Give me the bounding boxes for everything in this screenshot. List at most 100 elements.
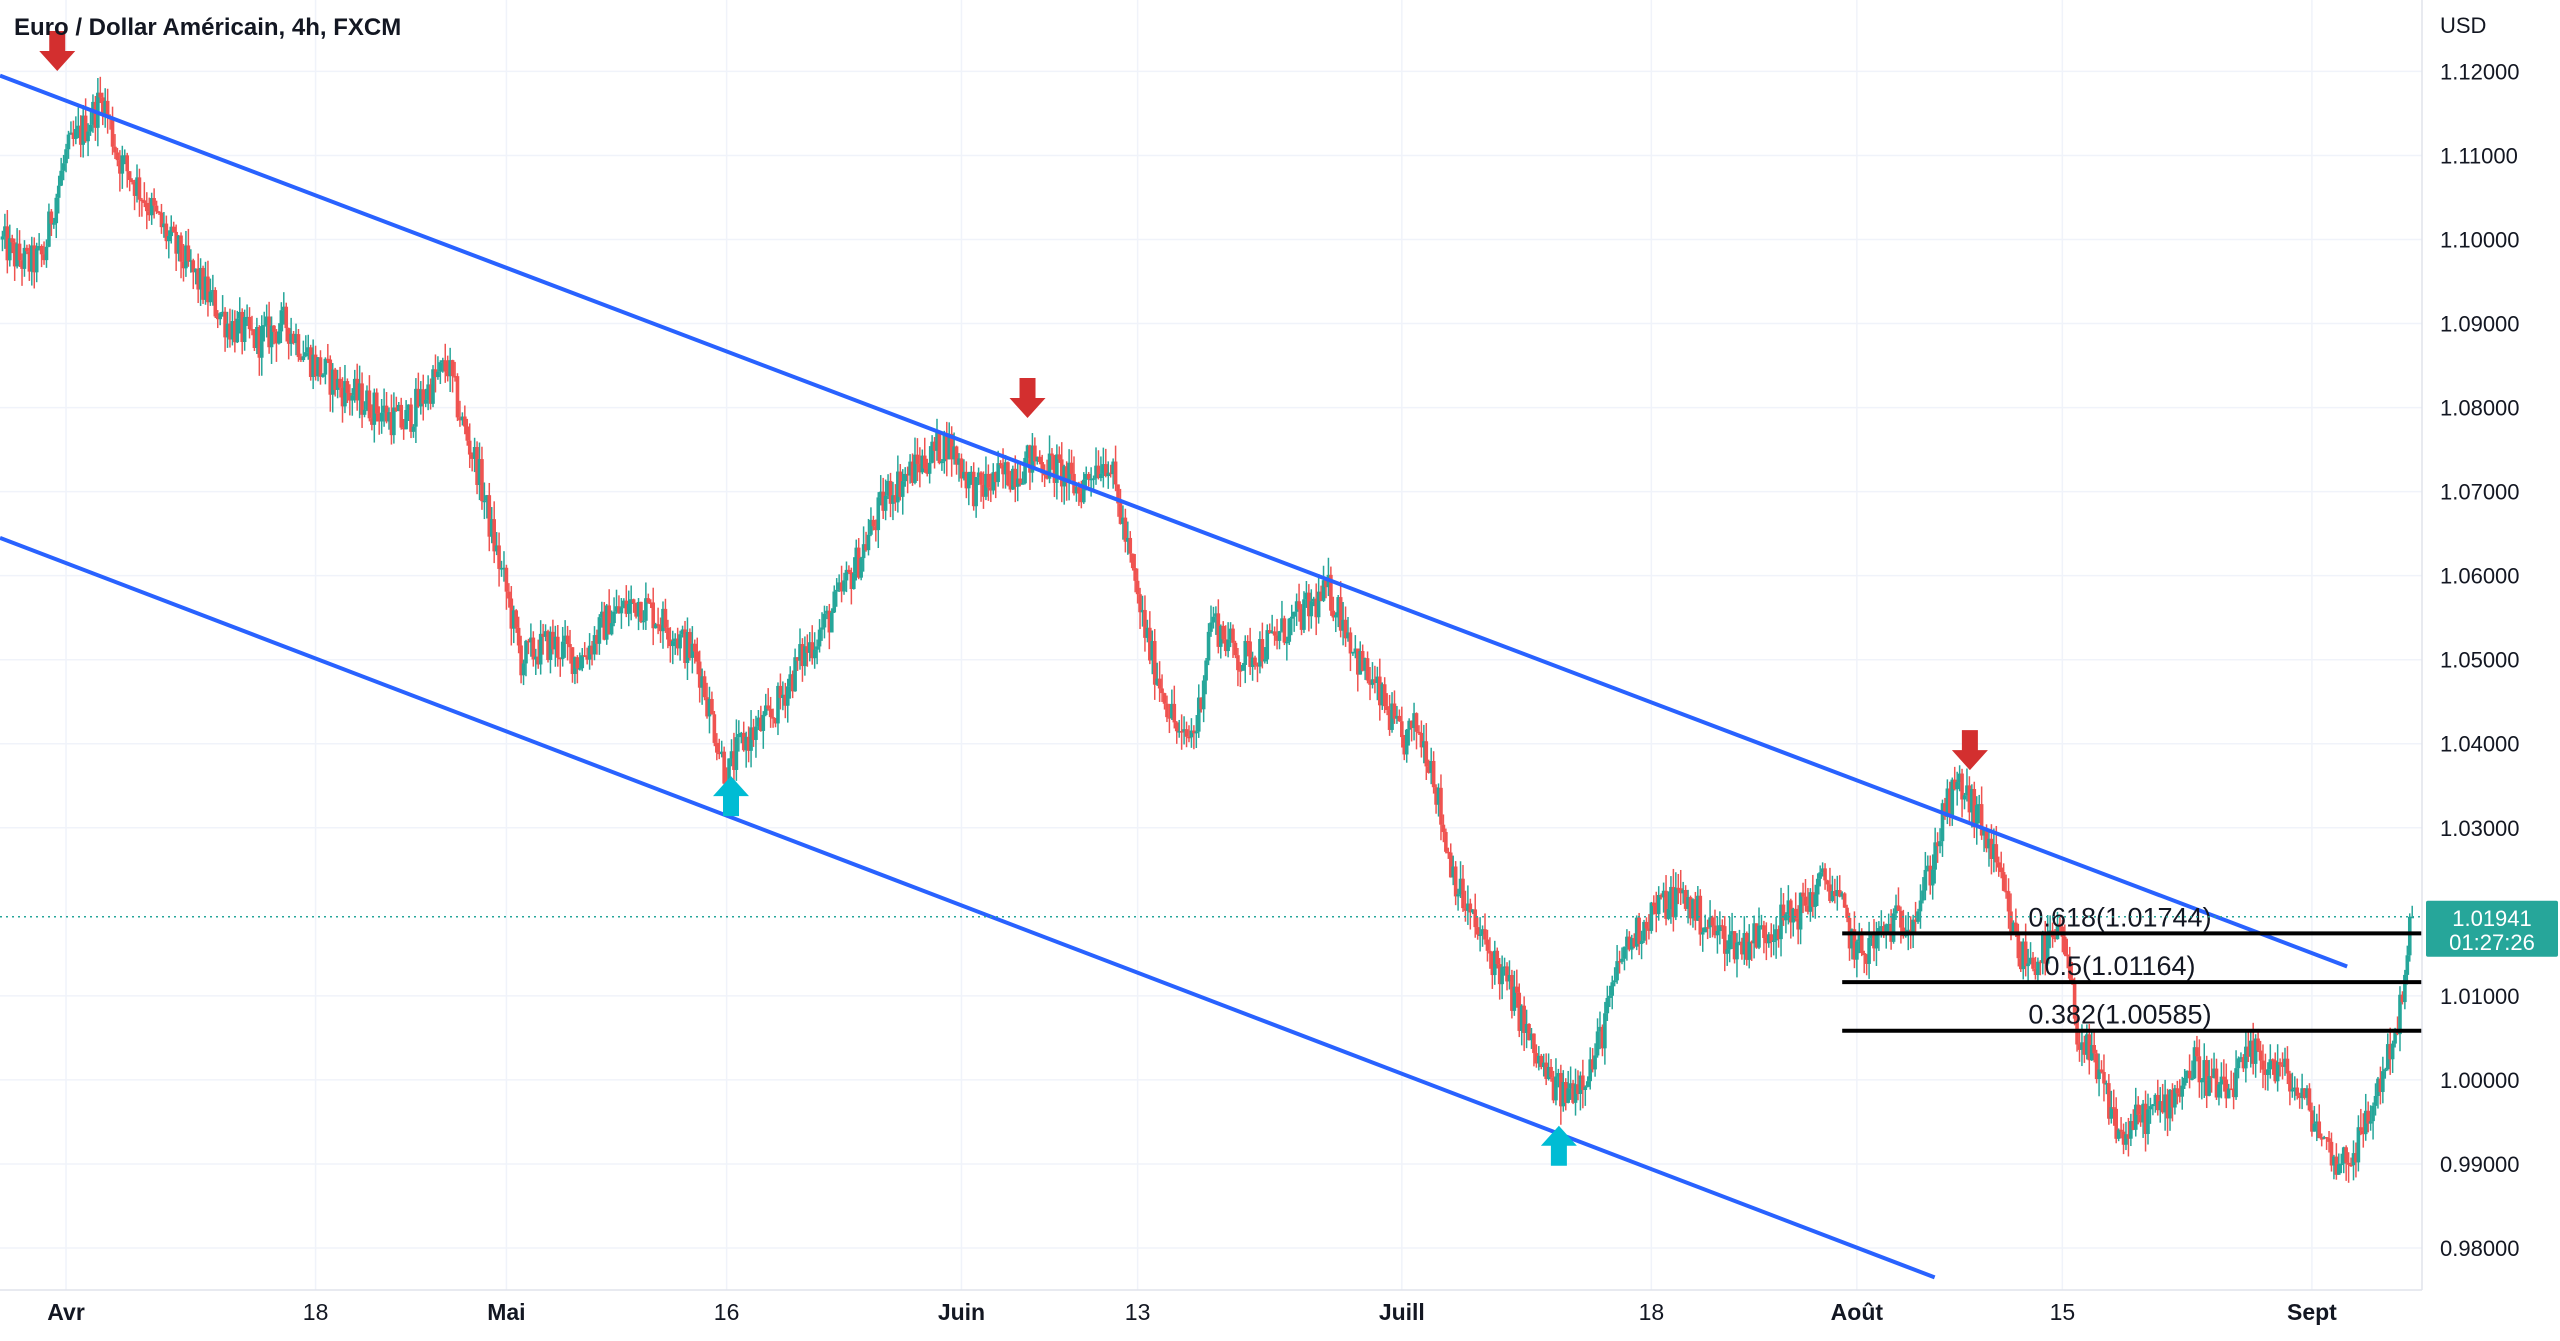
candle-body bbox=[991, 472, 996, 491]
candle-body bbox=[570, 647, 575, 674]
candle bbox=[1913, 901, 1918, 935]
candle bbox=[467, 423, 472, 468]
candle-body bbox=[1081, 479, 1086, 503]
candle-body bbox=[922, 455, 927, 469]
candle bbox=[2153, 1093, 2158, 1113]
candle bbox=[1426, 759, 1431, 774]
candle bbox=[1732, 931, 1737, 964]
candle bbox=[1752, 915, 1756, 959]
candle bbox=[1502, 957, 1507, 976]
candle-body bbox=[352, 378, 357, 396]
candle bbox=[531, 631, 536, 667]
candle-body bbox=[685, 632, 690, 663]
candle-body bbox=[1605, 997, 1610, 1014]
candle-body bbox=[1118, 503, 1123, 524]
candle bbox=[2346, 1152, 2351, 1183]
candle bbox=[1167, 703, 1172, 734]
candle-body bbox=[2337, 1164, 2341, 1175]
candle bbox=[1649, 901, 1654, 934]
candle-body bbox=[1950, 779, 1955, 817]
candle bbox=[267, 301, 271, 354]
candle bbox=[798, 628, 802, 670]
candle-body bbox=[1055, 454, 1059, 483]
candle bbox=[438, 360, 443, 385]
candle-body bbox=[1911, 919, 1915, 934]
candle-body bbox=[1781, 904, 1786, 921]
candle bbox=[1830, 875, 1835, 903]
candle-body bbox=[1566, 1088, 1570, 1103]
candle-body bbox=[333, 369, 337, 390]
candle bbox=[1835, 875, 1840, 911]
candle bbox=[810, 625, 815, 665]
candle-body bbox=[1835, 890, 1840, 897]
candle-body bbox=[881, 491, 885, 511]
candle bbox=[595, 629, 599, 655]
candle bbox=[2077, 1029, 2082, 1062]
candle-body bbox=[203, 276, 208, 300]
candle bbox=[658, 617, 663, 643]
candle-body bbox=[2359, 1127, 2363, 1131]
candle-body bbox=[1047, 453, 1052, 479]
candle bbox=[959, 453, 964, 488]
candle bbox=[1808, 888, 1813, 922]
candle-body bbox=[1872, 935, 1876, 949]
candle bbox=[1764, 922, 1769, 961]
candle-body bbox=[2266, 1069, 2270, 1075]
candle bbox=[1123, 508, 1128, 553]
candle-body bbox=[785, 686, 790, 706]
candle-body bbox=[1666, 909, 1671, 919]
candle-body bbox=[727, 758, 731, 794]
candle bbox=[1152, 629, 1157, 700]
candle bbox=[551, 619, 555, 655]
candle bbox=[2036, 957, 2040, 981]
candle bbox=[1554, 1058, 1558, 1106]
candle bbox=[2363, 1093, 2368, 1141]
candle-body bbox=[122, 155, 127, 157]
candle-body bbox=[766, 705, 770, 709]
candle bbox=[12, 238, 17, 281]
candle bbox=[377, 406, 382, 435]
candle bbox=[1730, 912, 1734, 950]
candle-body bbox=[925, 468, 930, 474]
candle bbox=[176, 234, 181, 262]
candle bbox=[683, 620, 687, 669]
candle-body bbox=[1353, 648, 1358, 652]
candle-body bbox=[392, 407, 396, 436]
price-tick-label: 1.01000 bbox=[2440, 984, 2520, 1009]
candle-body bbox=[1578, 1075, 1583, 1094]
candle-body bbox=[235, 318, 240, 343]
candle-body bbox=[472, 447, 477, 459]
candle bbox=[989, 473, 993, 503]
candle bbox=[2033, 956, 2038, 980]
candle-body bbox=[1771, 940, 1776, 942]
candle bbox=[1035, 456, 1040, 465]
candle bbox=[98, 76, 103, 104]
candle bbox=[69, 121, 73, 135]
candle bbox=[1263, 647, 1267, 664]
candle-body bbox=[2001, 872, 2006, 891]
candle bbox=[1184, 721, 1189, 748]
candle-body bbox=[1869, 935, 1874, 939]
candle-body bbox=[1148, 627, 1152, 661]
candle-body bbox=[739, 732, 744, 735]
candle bbox=[981, 471, 986, 509]
candle bbox=[1740, 937, 1744, 960]
candle-body bbox=[2351, 1153, 2356, 1166]
candle-body bbox=[959, 458, 964, 479]
candle-body bbox=[1916, 911, 1920, 922]
candle bbox=[1948, 781, 1952, 827]
candle bbox=[1894, 894, 1898, 921]
candle-body bbox=[1285, 641, 1289, 644]
candle bbox=[1370, 662, 1375, 689]
candle bbox=[2222, 1059, 2226, 1092]
candle bbox=[1218, 624, 1223, 659]
candle-body bbox=[2346, 1162, 2351, 1165]
candle bbox=[944, 421, 949, 477]
candle-body bbox=[1502, 966, 1507, 968]
candle-body bbox=[1375, 676, 1380, 683]
candle-body bbox=[313, 354, 318, 377]
candle bbox=[905, 466, 910, 494]
candle bbox=[1705, 919, 1710, 940]
